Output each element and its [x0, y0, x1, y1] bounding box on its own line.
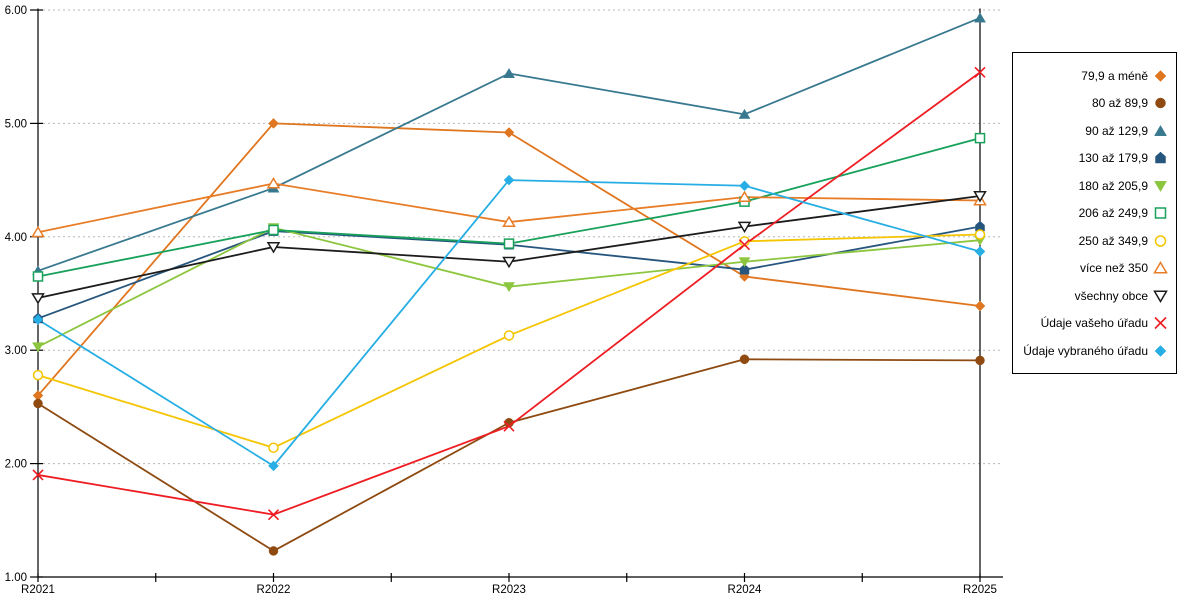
legend-marker-pentagon-icon	[1153, 151, 1168, 165]
legend: 79,9 a méně 80 až 89,9 90 až 129,9 130 až 1…	[1012, 52, 1177, 374]
legend-item: všechny obce	[1013, 289, 1176, 303]
legend-label: 206 až 249,9	[1078, 206, 1148, 220]
legend-label: Údaje vybraného úřadu	[1023, 343, 1148, 358]
legend-marker-circle-icon	[1153, 96, 1168, 110]
legend-item: 180 až 205,9	[1013, 179, 1176, 193]
legend-marker-x-icon	[1153, 316, 1168, 330]
svg-text:R2025: R2025	[963, 584, 997, 596]
svg-text:3.00: 3.00	[5, 345, 27, 357]
svg-text:2.00: 2.00	[5, 459, 27, 471]
legend-marker-diamond-icon	[1153, 69, 1168, 83]
svg-text:R2024: R2024	[728, 584, 762, 596]
legend-label: Údaje vašeho úřadu	[1040, 316, 1148, 330]
legend-label: 79,9 a méně	[1081, 68, 1148, 83]
svg-text:5.00: 5.00	[5, 118, 27, 130]
legend-marker-square-icon	[1153, 206, 1168, 220]
legend-item: Údaje vašeho úřadu	[1013, 316, 1176, 330]
legend-marker-triangle-down-icon	[1153, 289, 1168, 303]
legend-item: 90 až 129,9	[1013, 124, 1176, 138]
legend-label: 80 až 89,9	[1091, 96, 1148, 110]
legend-label: 90 až 129,9	[1085, 123, 1148, 138]
legend-label: více než 350	[1079, 261, 1148, 275]
svg-text:R2022: R2022	[257, 584, 291, 596]
svg-text:6.00: 6.00	[5, 5, 27, 17]
legend-marker-diamond-icon	[1153, 344, 1168, 358]
legend-item: Údaje vybraného úřadu	[1013, 344, 1176, 358]
legend-item: 79,9 a méně	[1013, 69, 1176, 83]
legend-label: 250 až 349,9	[1078, 233, 1148, 248]
legend-item: více než 350	[1013, 261, 1176, 275]
svg-text:1.00: 1.00	[5, 572, 27, 584]
svg-text:R2021: R2021	[21, 584, 55, 596]
legend-item: 130 až 179,9	[1013, 151, 1176, 165]
legend-marker-triangle-down-icon	[1153, 179, 1168, 193]
legend-marker-triangle-icon	[1153, 124, 1168, 138]
legend-item: 80 až 89,9	[1013, 96, 1176, 110]
legend-label: 180 až 205,9	[1078, 178, 1148, 193]
legend-label: 130 až 179,9	[1078, 151, 1148, 165]
legend-marker-triangle-icon	[1153, 261, 1168, 275]
legend-label: všechny obce	[1074, 288, 1148, 303]
svg-text:R2023: R2023	[492, 584, 526, 596]
legend-item: 206 až 249,9	[1013, 206, 1176, 220]
svg-text:4.00: 4.00	[5, 232, 27, 244]
legend-item: 250 až 349,9	[1013, 234, 1176, 248]
legend-marker-circle-icon	[1153, 234, 1168, 248]
